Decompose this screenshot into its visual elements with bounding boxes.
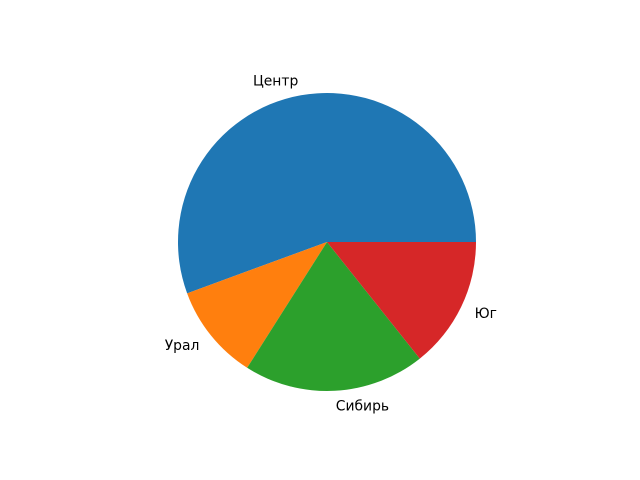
pie-slice-0 bbox=[178, 92, 477, 294]
pie-slice-3 bbox=[327, 242, 476, 359]
pie-slice-label-1: Урал bbox=[165, 338, 200, 354]
pie-slice-label-0: Центр bbox=[253, 74, 299, 90]
pie-slice-label-2: Сибирь bbox=[336, 399, 389, 415]
pie-slice-2 bbox=[247, 242, 420, 392]
pie-slice-label-3: Юг bbox=[475, 306, 497, 322]
pie-slice-1 bbox=[187, 242, 327, 368]
